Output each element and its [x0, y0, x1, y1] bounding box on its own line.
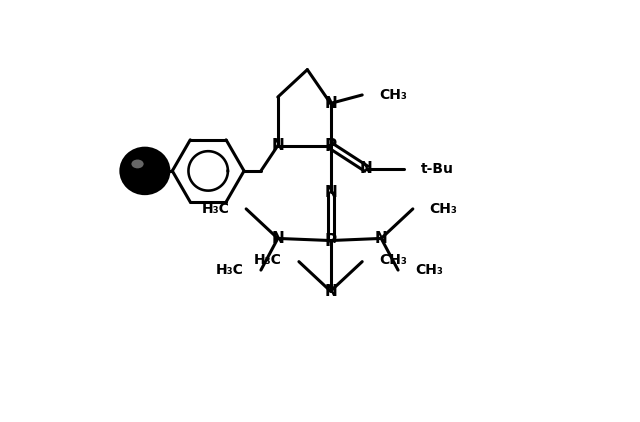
Text: N: N	[375, 231, 388, 246]
Text: CH₃: CH₃	[415, 263, 443, 277]
Text: N: N	[271, 231, 284, 246]
Text: CH₃: CH₃	[379, 253, 407, 268]
Text: N: N	[324, 184, 337, 200]
Text: H₃C: H₃C	[254, 253, 282, 268]
Text: t-Bu: t-Bu	[421, 162, 454, 176]
Ellipse shape	[120, 148, 170, 194]
Text: P: P	[324, 232, 337, 249]
Text: P: P	[324, 137, 337, 154]
Text: H₃C: H₃C	[216, 263, 244, 277]
Text: N: N	[324, 96, 337, 111]
Text: N: N	[360, 161, 372, 176]
Ellipse shape	[131, 160, 143, 168]
Text: N: N	[324, 284, 337, 299]
Text: N: N	[271, 138, 284, 153]
Text: H₃C: H₃C	[202, 202, 229, 216]
Text: CH₃: CH₃	[379, 88, 407, 102]
Text: CH₃: CH₃	[429, 202, 458, 216]
